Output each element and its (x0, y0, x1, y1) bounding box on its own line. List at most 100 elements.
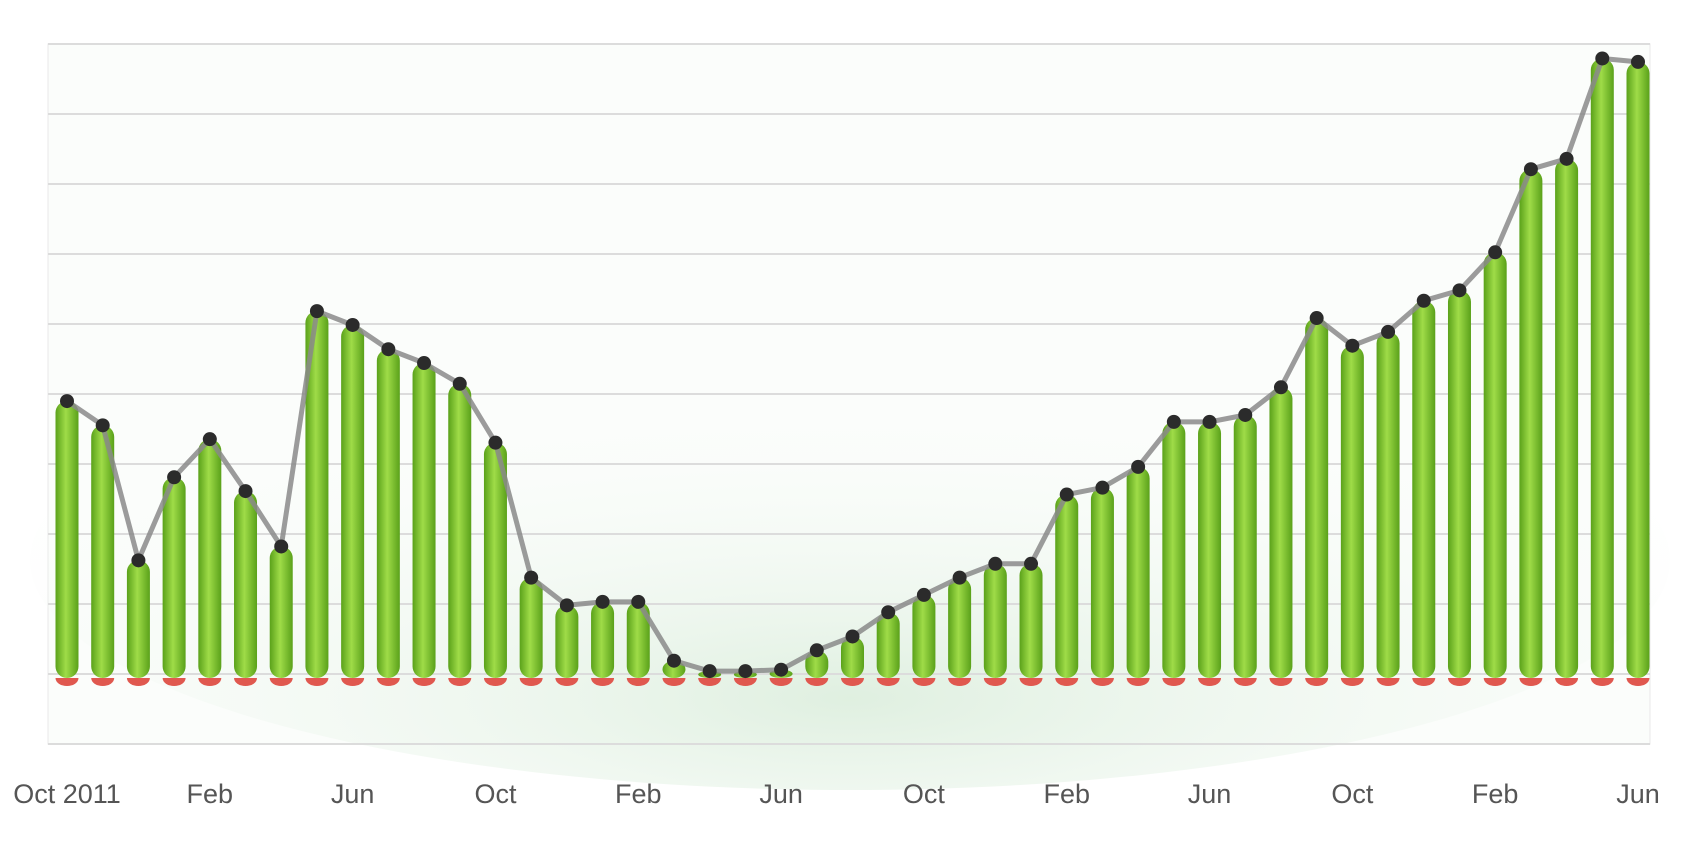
data-point (595, 594, 610, 609)
x-tick-label: Jun (759, 779, 803, 809)
bar (1305, 318, 1329, 678)
baseline-marker (305, 678, 329, 687)
data-point (1345, 338, 1360, 353)
bars (55, 58, 1650, 679)
data-point (309, 304, 324, 319)
bar (412, 363, 436, 678)
data-point (1024, 556, 1039, 571)
baseline-marker (1090, 678, 1114, 687)
bar (912, 594, 936, 678)
baseline-marker (55, 678, 79, 687)
baseline-marker (341, 678, 365, 687)
bar (519, 577, 543, 678)
data-point (881, 605, 896, 620)
data-point (417, 356, 432, 371)
data-point (1416, 293, 1431, 308)
bar (983, 563, 1007, 678)
data-point (202, 432, 217, 447)
data-point (559, 598, 574, 613)
baseline-marker (1019, 678, 1043, 687)
baseline-marker (912, 678, 936, 687)
bar (876, 612, 900, 678)
x-tick-label: Jun (331, 779, 375, 809)
baseline-marker (412, 678, 436, 687)
data-point (60, 394, 74, 409)
baseline-marker (1055, 678, 1079, 687)
bar (305, 311, 329, 678)
baseline-marker (1126, 678, 1150, 687)
bar (1198, 421, 1222, 678)
x-tick-label: Oct (903, 779, 946, 809)
x-tick-label: Feb (1472, 779, 1519, 809)
baseline-marker (1376, 678, 1400, 687)
x-tick-label: Feb (1043, 779, 1090, 809)
data-point (131, 553, 146, 568)
data-point (1131, 459, 1146, 474)
x-tick-label: Oct (474, 779, 517, 809)
data-point (524, 570, 539, 585)
baseline-marker (1162, 678, 1186, 687)
bar (198, 439, 222, 678)
data-point (988, 556, 1003, 571)
bar (1090, 487, 1114, 678)
data-point (488, 435, 503, 450)
data-point (702, 664, 717, 679)
baseline-marker (1626, 678, 1650, 687)
bar (483, 442, 507, 678)
baseline-marker (805, 678, 829, 687)
baseline-marker (1483, 678, 1507, 687)
data-point (845, 629, 860, 644)
data-point (1381, 324, 1396, 339)
baseline-marker (1340, 678, 1364, 687)
data-point (274, 539, 289, 554)
baseline-marker (1269, 678, 1293, 687)
data-point (666, 653, 681, 668)
baseline-marker (948, 678, 972, 687)
data-points (60, 51, 1645, 679)
bar (1483, 252, 1507, 679)
baseline-marker (769, 678, 793, 687)
data-point (1238, 407, 1253, 422)
data-point (738, 664, 753, 679)
bar (448, 383, 472, 678)
baseline-marker (126, 678, 150, 687)
bar (1447, 290, 1471, 678)
x-axis-ticks: Oct 2011 Feb Jun Oct Feb Jun Oct Feb Jun Oct Feb Ju… (13, 779, 1660, 809)
x-tick-label: Feb (187, 779, 234, 809)
bar (555, 605, 579, 678)
baseline-marker (269, 678, 293, 687)
baseline-marker (1555, 678, 1579, 687)
bar (126, 560, 150, 678)
data-point (381, 342, 396, 357)
bar (948, 577, 972, 678)
bar (1590, 58, 1614, 678)
data-point (95, 418, 110, 433)
bar (269, 546, 293, 678)
data-point (1166, 414, 1181, 429)
baseline-marker (662, 678, 686, 687)
data-point (1631, 54, 1645, 69)
baseline-marker (983, 678, 1007, 687)
baseline-marker (1305, 678, 1329, 687)
baseline-marker (841, 678, 864, 687)
data-point (952, 570, 967, 585)
bar (805, 650, 829, 678)
x-tick-label: Jun (1616, 779, 1660, 809)
baseline-marker (1590, 678, 1614, 687)
bar (1162, 421, 1186, 678)
baseline-marker (234, 678, 258, 687)
x-tick-label: Jun (1188, 779, 1232, 809)
baseline-marker (91, 678, 115, 687)
baseline-marker (626, 678, 650, 687)
bar (626, 601, 650, 678)
bar (841, 636, 864, 678)
data-point (916, 587, 931, 602)
data-point (1202, 414, 1217, 429)
baseline-marker (555, 678, 579, 687)
bar (591, 601, 615, 678)
data-point (1273, 380, 1288, 395)
x-tick-label: Feb (615, 779, 662, 809)
baseline-marker (1233, 678, 1257, 687)
bar (1555, 158, 1579, 679)
